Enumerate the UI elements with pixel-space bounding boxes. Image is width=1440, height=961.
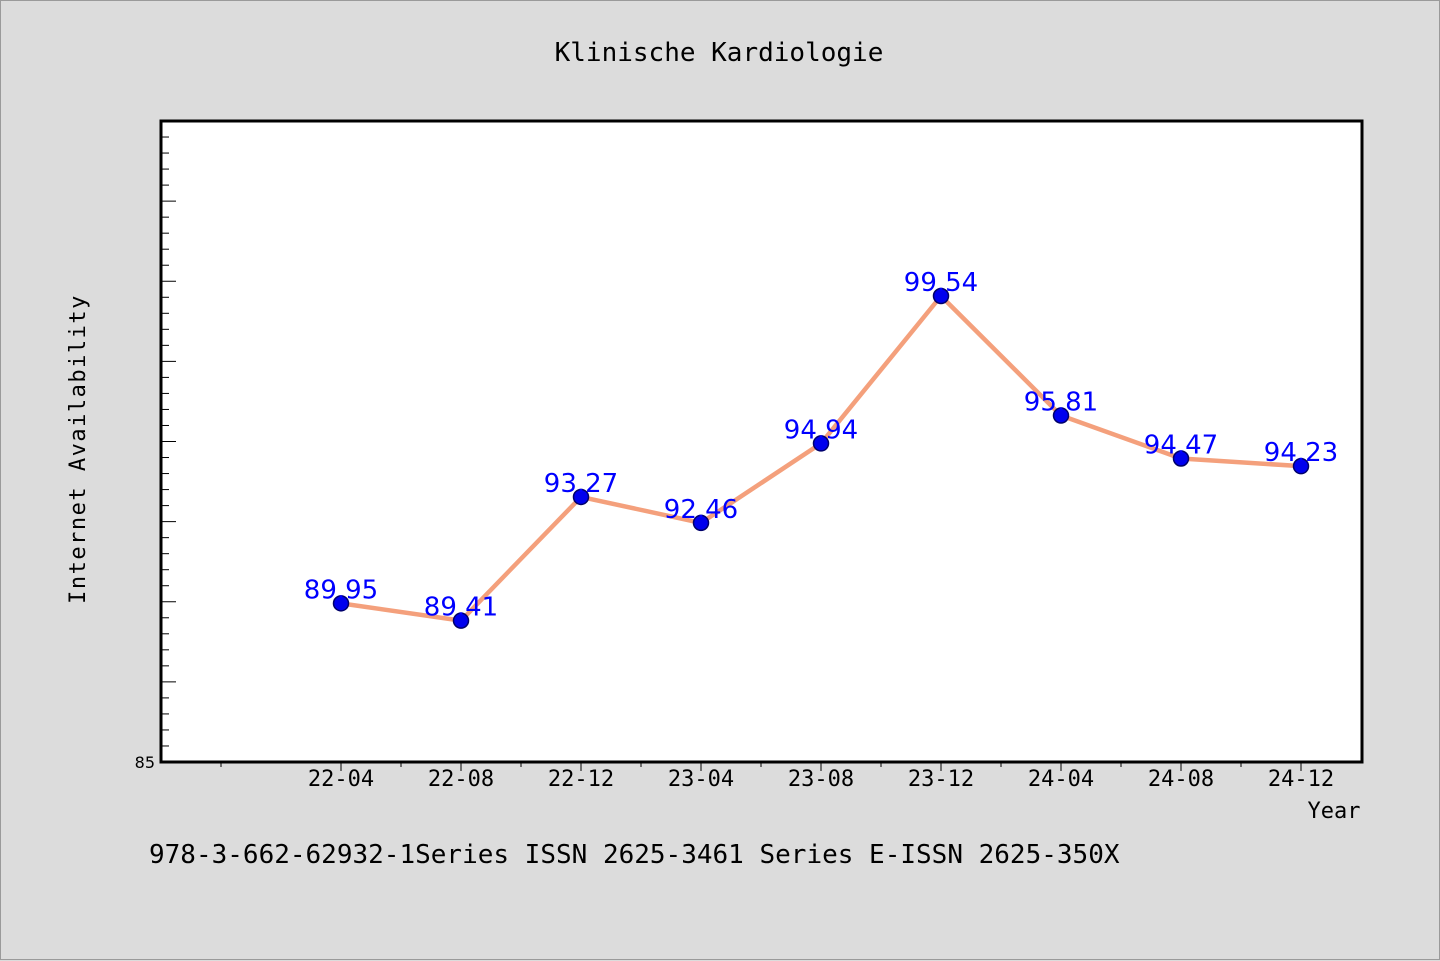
data-label: 93.27	[544, 469, 618, 499]
data-label: 92.46	[664, 495, 738, 525]
data-label: 99.54	[904, 268, 978, 298]
plot-area	[159, 119, 1364, 764]
data-point	[1292, 457, 1310, 475]
data-label: 95.81	[1024, 388, 1098, 418]
data-point	[812, 435, 830, 452]
series-layer: 89.95 89.41 93.27 92.46 94.94 99.54 95.81 94.47…	[304, 268, 1338, 629]
data-label: 89.41	[424, 593, 498, 623]
x-tick-label: 23-04	[668, 767, 734, 792]
y-tick-label: 85	[135, 753, 155, 772]
data-point	[692, 514, 710, 532]
x-tick-label: 22-08	[428, 767, 494, 792]
x-tick-label: 24-08	[1148, 767, 1214, 792]
x-tick-label: 22-12	[548, 767, 614, 792]
data-point	[1172, 450, 1190, 467]
data-point	[932, 287, 950, 305]
x-axis-label: Year	[1308, 799, 1361, 824]
x-tick-label: 24-04	[1028, 767, 1094, 792]
x-tick-label: 24-12	[1268, 767, 1334, 792]
footer-text: 978-3-662-62932-1Series ISSN 2625-3461 S…	[149, 840, 1120, 870]
x-axis-ticks: 22-04 22-08 22-12 23-04 23-08 23-12 24-04 24-08…	[220, 762, 1334, 792]
data-point	[572, 488, 590, 506]
data-point	[332, 595, 350, 612]
data-label: 89.95	[304, 575, 378, 605]
x-tick-label: 23-08	[788, 767, 854, 792]
chart-title: Klinische Kardiologie	[555, 38, 884, 68]
data-point	[1052, 407, 1070, 424]
y-axis-label: Internet Availability	[66, 294, 91, 604]
data-label: 94.23	[1264, 438, 1338, 468]
y-axis-ticks: 85	[135, 136, 176, 772]
data-point	[452, 612, 470, 629]
x-tick-label: 22-04	[308, 767, 374, 792]
data-label: 94.94	[784, 415, 858, 445]
x-tick-label: 23-12	[908, 767, 974, 792]
data-label: 94.47	[1144, 430, 1218, 460]
